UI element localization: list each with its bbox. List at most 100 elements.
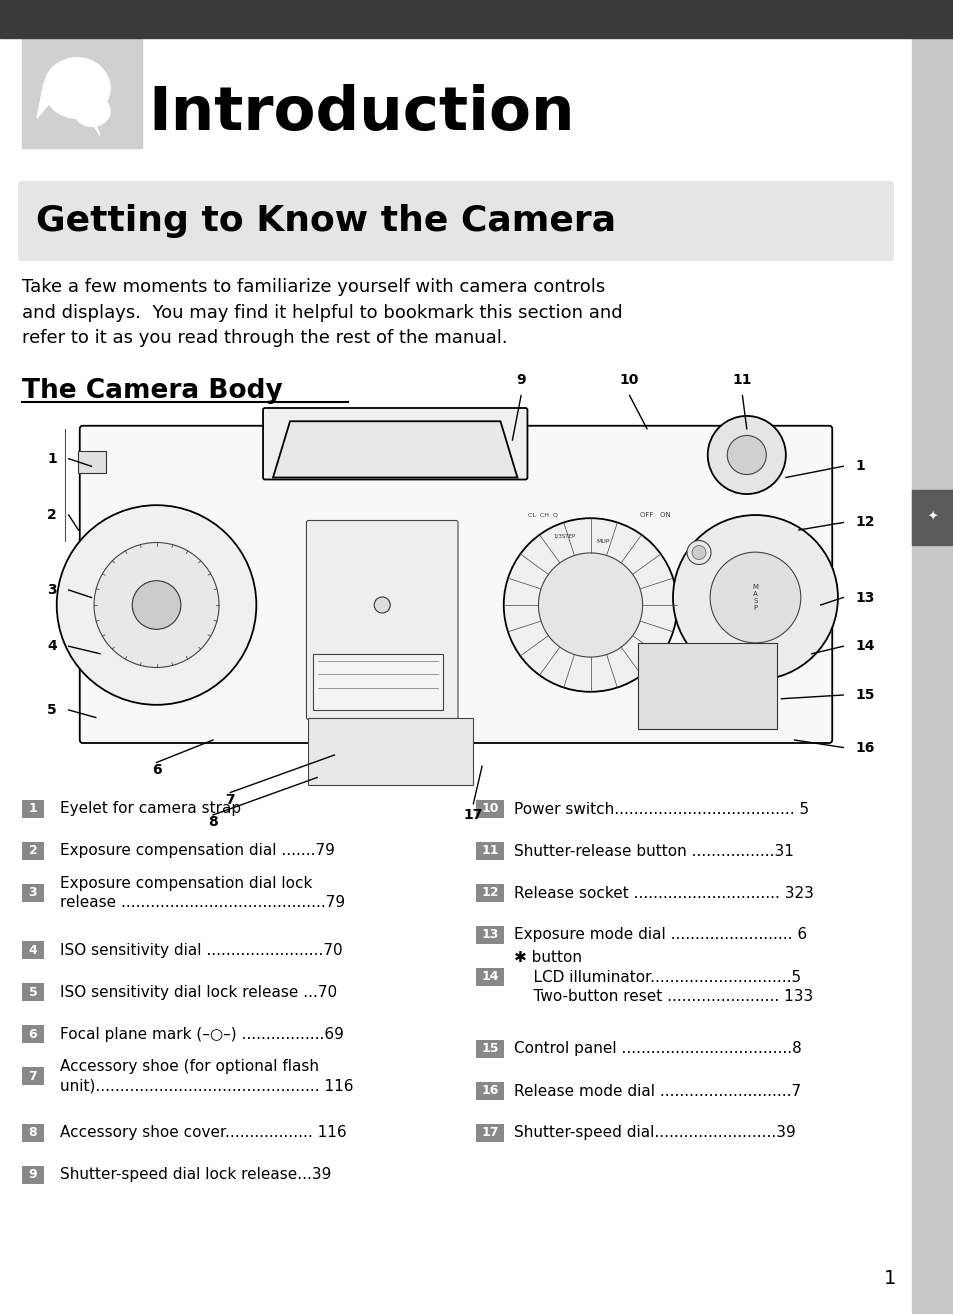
Text: 11: 11 (480, 845, 498, 858)
Polygon shape (273, 422, 517, 477)
Text: 1: 1 (47, 452, 56, 465)
Text: 5: 5 (29, 986, 37, 999)
FancyBboxPatch shape (18, 181, 893, 261)
Bar (911, 38, 953, 1314)
Text: Exposure mode dial ......................... 6: Exposure mode dial .....................… (514, 928, 806, 942)
Bar (476, 800, 503, 819)
FancyBboxPatch shape (263, 409, 527, 480)
Text: 4: 4 (29, 943, 37, 957)
Text: 12: 12 (480, 887, 498, 900)
Bar (476, 842, 503, 859)
Text: The Camera Body: The Camera Body (22, 378, 282, 403)
Text: 14: 14 (855, 639, 874, 653)
Circle shape (503, 518, 677, 691)
Circle shape (686, 540, 710, 565)
Text: Release socket .............................. 323: Release socket .........................… (514, 886, 813, 900)
Text: M
A
S
P: M A S P (752, 583, 758, 611)
Text: 5: 5 (47, 703, 56, 717)
Bar (476, 926, 503, 943)
Text: Accessory shoe cover.................. 116: Accessory shoe cover.................. 1… (60, 1126, 346, 1141)
Bar (476, 968, 503, 986)
Bar (78, 451, 107, 473)
Text: 2: 2 (47, 509, 56, 522)
Text: 3: 3 (47, 583, 56, 597)
Bar (22, 1067, 44, 1085)
Text: 16: 16 (481, 1084, 498, 1097)
Bar (638, 643, 777, 729)
Text: 4: 4 (47, 639, 56, 653)
Bar (0, 0, 953, 38)
Text: Introduction: Introduction (148, 84, 574, 143)
Text: Accessory shoe (for optional flash
unit)........................................: Accessory shoe (for optional flash unit)… (60, 1059, 354, 1093)
Text: 6: 6 (29, 1028, 37, 1041)
Text: ✦: ✦ (926, 511, 937, 524)
Text: 15: 15 (480, 1042, 498, 1055)
Text: 13: 13 (481, 929, 498, 942)
Text: Shutter-release button .................31: Shutter-release button .................… (514, 844, 793, 858)
Text: 16: 16 (855, 741, 874, 754)
Bar (476, 1123, 503, 1142)
Bar (476, 1081, 503, 1100)
Text: Control panel ...................................8: Control panel ..........................… (514, 1042, 801, 1056)
Text: 1: 1 (29, 803, 37, 816)
Text: 17: 17 (463, 808, 482, 823)
Text: MUP: MUP (597, 539, 610, 544)
Bar (22, 884, 44, 901)
Text: CL  CH  Q: CL CH Q (527, 512, 558, 518)
Text: 15: 15 (855, 689, 874, 702)
Bar (22, 941, 44, 959)
Bar (22, 1025, 44, 1043)
Text: Release mode dial ...........................7: Release mode dial ......................… (514, 1084, 801, 1099)
Circle shape (56, 505, 256, 704)
Text: Focal plane mark (–○–) .................69: Focal plane mark (–○–) .................… (60, 1026, 343, 1042)
Text: ISO sensitivity dial ........................70: ISO sensitivity dial ...................… (60, 942, 342, 958)
Text: 13: 13 (855, 590, 874, 604)
FancyBboxPatch shape (80, 426, 831, 742)
Polygon shape (37, 83, 54, 118)
Text: Exposure compensation dial lock
release ........................................: Exposure compensation dial lock release … (60, 876, 345, 911)
FancyBboxPatch shape (306, 520, 457, 720)
Text: ✱ button
    LCD illuminator.............................5
    Two-button reset : ✱ button LCD illuminator................… (514, 950, 812, 1004)
Ellipse shape (74, 96, 110, 126)
Bar (22, 842, 44, 859)
Text: 10: 10 (480, 803, 498, 816)
Text: 10: 10 (619, 373, 639, 388)
Bar (22, 38, 142, 148)
Text: 14: 14 (480, 971, 498, 983)
Circle shape (709, 552, 800, 643)
Circle shape (132, 581, 181, 629)
Text: Eyelet for camera strap: Eyelet for camera strap (60, 802, 241, 816)
Text: 8: 8 (208, 816, 217, 829)
Bar (308, 717, 473, 784)
Polygon shape (91, 121, 100, 135)
Text: Getting to Know the Camera: Getting to Know the Camera (36, 204, 616, 238)
Bar (476, 1039, 503, 1058)
Text: Power switch..................................... 5: Power switch............................… (514, 802, 808, 816)
Circle shape (94, 543, 219, 668)
Text: 8: 8 (29, 1126, 37, 1139)
Bar (22, 1166, 44, 1184)
Text: 17: 17 (480, 1126, 498, 1139)
Text: ISO sensitivity dial lock release ...70: ISO sensitivity dial lock release ...70 (60, 984, 336, 1000)
Text: OFF   ON: OFF ON (639, 512, 670, 518)
Circle shape (537, 553, 642, 657)
Text: 3: 3 (29, 887, 37, 900)
Text: Take a few moments to familiarize yourself with camera controls
and displays.  Y: Take a few moments to familiarize yourse… (22, 279, 622, 347)
Text: 7: 7 (225, 794, 234, 807)
Bar (313, 654, 442, 710)
Text: 1: 1 (882, 1268, 895, 1288)
Circle shape (691, 545, 705, 560)
Text: 1: 1 (855, 460, 864, 473)
Bar (476, 884, 503, 901)
Circle shape (726, 435, 765, 474)
Ellipse shape (44, 58, 110, 118)
Bar (911, 490, 953, 545)
Text: Exposure compensation dial .......79: Exposure compensation dial .......79 (60, 844, 335, 858)
Text: 9: 9 (516, 373, 525, 388)
Bar (22, 983, 44, 1001)
Text: 7: 7 (29, 1070, 37, 1083)
Text: Shutter-speed dial lock release...39: Shutter-speed dial lock release...39 (60, 1168, 331, 1183)
Text: 9: 9 (29, 1168, 37, 1181)
Bar (22, 800, 44, 819)
Text: 2: 2 (29, 845, 37, 858)
